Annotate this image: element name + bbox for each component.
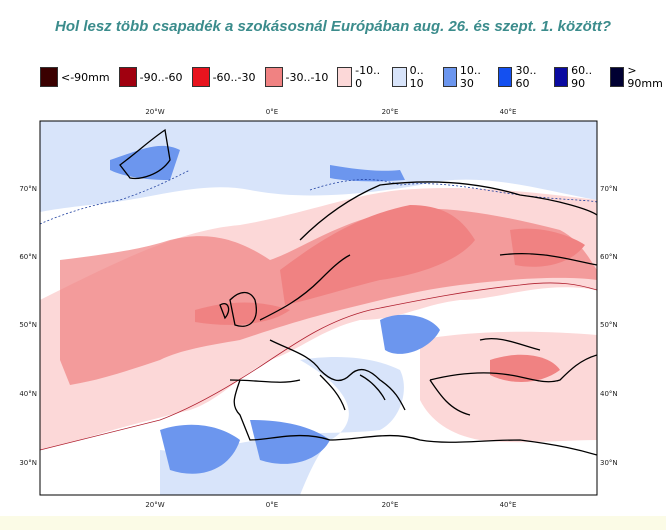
lon-label: 20°E xyxy=(382,501,399,509)
legend-item: 60.. 90 xyxy=(553,64,601,90)
legend-swatch xyxy=(609,67,625,87)
legend-item: > 90mm xyxy=(609,64,666,90)
legend-item: -60..-30 xyxy=(191,67,256,87)
lat-label: 30°N xyxy=(19,459,37,467)
lat-label: 40°N xyxy=(19,390,37,398)
lat-label: 30°N xyxy=(600,459,618,467)
lat-label: 70°N xyxy=(19,185,37,193)
legend-item: -90..-60 xyxy=(118,67,183,87)
legend-swatch xyxy=(498,67,513,87)
lat-label: 60°N xyxy=(19,253,37,261)
lat-label: 50°N xyxy=(19,321,37,329)
map-frame xyxy=(39,120,598,496)
legend-label: -30..-10 xyxy=(285,70,329,84)
lon-label: 20°W xyxy=(145,501,164,509)
footer-band xyxy=(0,516,666,530)
legend-label: 0.. 10 xyxy=(409,64,424,90)
legend-swatch xyxy=(40,67,58,87)
legend-swatch xyxy=(118,67,137,87)
legend-label: 30.. 60 xyxy=(515,64,537,90)
title: Hol lesz több csapadék a szokásosnál Eur… xyxy=(55,18,611,35)
legend-label: -60..-30 xyxy=(212,70,256,84)
legend-label: 10.. 30 xyxy=(459,64,481,90)
lon-label: 40°E xyxy=(500,108,517,116)
lon-label: 0°E xyxy=(266,108,278,116)
legend-label: -10.. 0 xyxy=(355,64,381,90)
legend-label: <-90mm xyxy=(61,70,110,84)
legend-item: 0.. 10 xyxy=(392,64,433,90)
legend-swatch xyxy=(264,67,283,87)
lon-label: 20°W xyxy=(145,108,164,116)
legend-swatch xyxy=(337,67,353,87)
lat-label: 50°N xyxy=(600,321,618,329)
legend: <-90mm -90..-60 -60..-30 -30..-10 -10.. 0 0..… xyxy=(40,64,666,90)
lat-label: 70°N xyxy=(600,185,618,193)
legend-swatch xyxy=(442,67,457,87)
legend-item: -10.. 0 xyxy=(337,64,383,90)
legend-label: > 90mm xyxy=(627,64,663,90)
lon-label: 20°E xyxy=(382,108,399,116)
legend-item: -30..-10 xyxy=(264,67,329,87)
legend-swatch xyxy=(553,67,569,87)
legend-item: 30.. 60 xyxy=(498,64,545,90)
legend-item: <-90mm xyxy=(40,67,110,87)
lon-label: 40°E xyxy=(500,501,517,509)
legend-label: -90..-60 xyxy=(139,70,183,84)
legend-swatch xyxy=(191,67,210,87)
legend-label: 60.. 90 xyxy=(571,64,593,90)
legend-swatch xyxy=(392,67,407,87)
map-field xyxy=(40,121,597,495)
legend-item: 10.. 30 xyxy=(442,64,490,90)
lon-label: 0°E xyxy=(266,501,278,509)
map: 20°W 20°W 0°E 0°E 20°E 20°E 40°E 40°E 70°N 70°N 60… xyxy=(19,108,618,509)
lat-label: 60°N xyxy=(600,253,618,261)
lat-label: 40°N xyxy=(600,390,618,398)
